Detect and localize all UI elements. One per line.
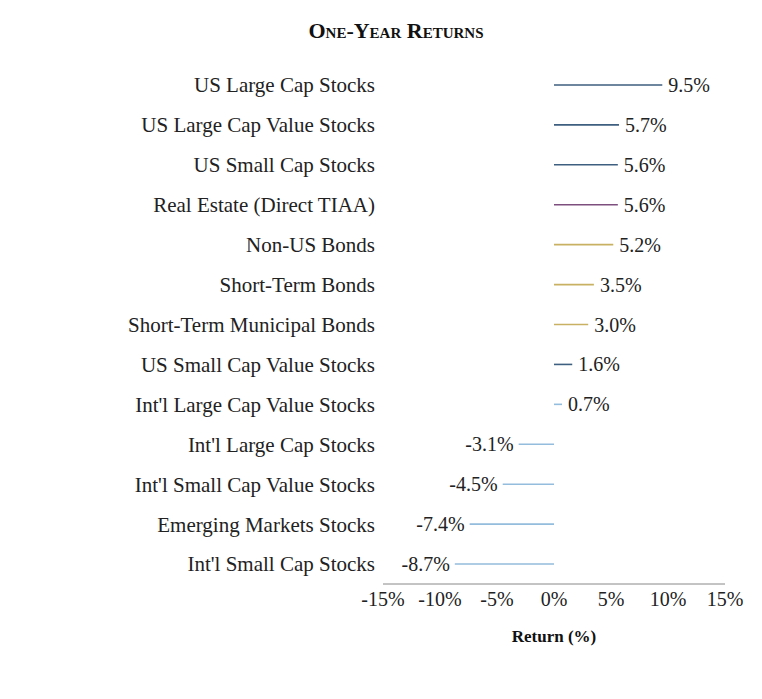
- svg-text:Emerging Markets Stocks: Emerging Markets Stocks: [157, 513, 375, 537]
- svg-text:-3.1%: -3.1%: [465, 433, 513, 455]
- svg-text:3.0%: 3.0%: [594, 314, 636, 336]
- svg-text:-8.7%: -8.7%: [401, 553, 449, 575]
- svg-text:0.7%: 0.7%: [568, 393, 610, 415]
- svg-text:Int'l Large Cap Value Stocks: Int'l Large Cap Value Stocks: [135, 393, 375, 417]
- svg-text:-4.5%: -4.5%: [449, 473, 497, 495]
- svg-text:5.2%: 5.2%: [619, 234, 661, 256]
- svg-text:-7.4%: -7.4%: [416, 513, 464, 535]
- svg-text:5%: 5%: [598, 588, 625, 610]
- html-text:One-Year Returns: One-Year Returns: [308, 18, 484, 43]
- svg-text:US Small Cap Stocks: US Small Cap Stocks: [194, 153, 375, 177]
- svg-text:Int'l Small Cap Value Stocks: Int'l Small Cap Value Stocks: [135, 473, 375, 497]
- svg-text:US Large Cap Stocks: US Large Cap Stocks: [194, 73, 375, 97]
- svg-text:US Small Cap Value Stocks: US Small Cap Value Stocks: [141, 353, 375, 377]
- svg-text:Non-US Bonds: Non-US Bonds: [246, 233, 375, 257]
- svg-text:Int'l Large Cap Stocks: Int'l Large Cap Stocks: [188, 433, 375, 457]
- svg-text:0%: 0%: [541, 588, 568, 610]
- svg-text:5.7%: 5.7%: [625, 114, 667, 136]
- svg-text:10%: 10%: [650, 588, 687, 610]
- svg-text:-15%: -15%: [361, 588, 404, 610]
- svg-text:9.5%: 9.5%: [668, 74, 710, 96]
- svg-text:Int'l Small Cap Stocks: Int'l Small Cap Stocks: [187, 552, 375, 576]
- svg-text:Short-Term Municipal Bonds: Short-Term Municipal Bonds: [128, 313, 375, 337]
- svg-text:-10%: -10%: [418, 588, 461, 610]
- svg-text:Return (%): Return (%): [512, 627, 597, 646]
- svg-text:1.6%: 1.6%: [578, 353, 620, 375]
- svg-text:5.6%: 5.6%: [624, 154, 666, 176]
- svg-text:US Large Cap Value Stocks: US Large Cap Value Stocks: [141, 113, 375, 137]
- svg-text:5.6%: 5.6%: [624, 194, 666, 216]
- svg-text:Real Estate (Direct TIAA): Real Estate (Direct TIAA): [153, 193, 375, 217]
- svg-text:-5%: -5%: [480, 588, 513, 610]
- svg-text:Short-Term Bonds: Short-Term Bonds: [220, 273, 375, 297]
- svg-text:3.5%: 3.5%: [600, 274, 642, 296]
- svg-text:15%: 15%: [707, 588, 744, 610]
